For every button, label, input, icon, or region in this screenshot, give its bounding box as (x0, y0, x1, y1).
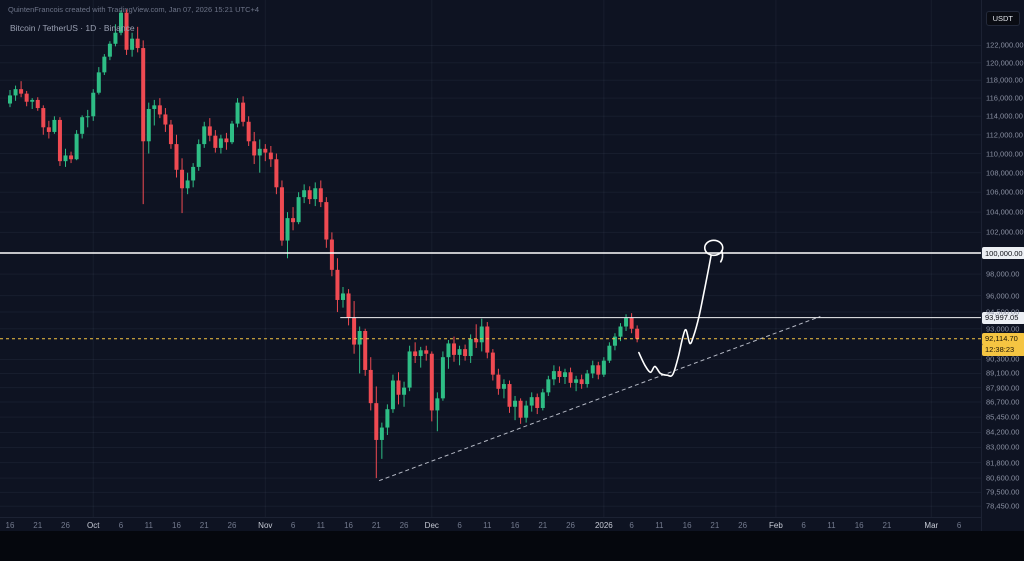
time-tick: 11 (316, 521, 325, 530)
price-tick: 81,800.00 (986, 458, 1020, 468)
time-tick-major: Feb (768, 521, 783, 530)
time-tick: 21 (371, 521, 381, 530)
price-tick: 114,000.00 (986, 111, 1023, 121)
price-tick: 108,000.00 (986, 168, 1024, 178)
time-tick: 21 (710, 521, 720, 530)
time-tick: 6 (457, 521, 462, 530)
price-tick: 104,000.00 (986, 207, 1024, 217)
time-tick: 6 (290, 521, 296, 530)
time-tick: 21 (33, 521, 43, 530)
chart-attribution: QuintenFrancois created with TradingView… (8, 5, 260, 14)
time-tick: 21 (882, 521, 892, 530)
time-tick-major: Oct (87, 521, 100, 530)
time-tick: 16 (344, 521, 353, 530)
time-tick: 6 (956, 521, 962, 530)
price-tick: 78,450.00 (986, 501, 1020, 511)
time-tick: 6 (801, 521, 806, 530)
price-tick: 96,000.00 (986, 291, 1020, 301)
price-tick: 94,500.00 (986, 307, 1020, 317)
last-price-label: 92,114.70 (982, 332, 1024, 345)
time-tick: 16 (854, 521, 864, 530)
time-tick: 6 (118, 521, 124, 530)
price-label-93997: 93,997.05 (982, 311, 1024, 324)
time-axis[interactable]: 16 21 26 Oct 6 11 16 21 26 Nov 6 11 16 21 26 Dec 6 11 16 21… (0, 517, 981, 532)
candlestick-chart[interactable] (0, 0, 981, 517)
price-tick: 79,500.00 (986, 487, 1020, 497)
price-tick: 87,900.00 (986, 383, 1020, 393)
chart-area[interactable]: QuintenFrancois created with TradingView… (0, 0, 981, 517)
time-tick: 6 (629, 521, 634, 530)
price-tick: 85,450.00 (986, 412, 1020, 422)
time-tick: 21 (538, 521, 548, 530)
price-tick: 84,200.00 (986, 427, 1020, 437)
time-tick: 11 (827, 521, 836, 530)
time-tick-major: 2026 (594, 521, 613, 530)
time-tick: 16 (510, 521, 520, 530)
price-tick: 106,000.00 (986, 187, 1024, 197)
price-axis[interactable]: 100,000.00 93,997.05 92,114.70 12:38:23 … (981, 0, 1024, 531)
time-tick: 26 (566, 521, 575, 530)
price-tick: 112,000.00 (986, 130, 1023, 140)
time-tick: 26 (738, 521, 748, 530)
time-tick: 26 (227, 521, 237, 530)
price-tick: 122,000.00 (986, 40, 1024, 50)
time-tick: 11 (483, 521, 492, 530)
bar-countdown-label: 12:38:23 (982, 343, 1024, 356)
price-tick: 86,700.00 (986, 397, 1020, 407)
price-tick: 90,300.00 (986, 354, 1020, 364)
price-tick: 110,000.00 (986, 149, 1023, 159)
price-tick: 93,000.00 (986, 324, 1020, 334)
time-tick-major: Dec (424, 521, 439, 530)
symbol-title: Bitcoin / TetherUS · 1D · Binance (10, 23, 135, 33)
price-tick: 118,000.00 (986, 75, 1023, 85)
time-tick-major: Mar (924, 521, 939, 530)
currency-badge[interactable]: USDT (985, 11, 1020, 26)
price-tick: 102,000.00 (986, 227, 1024, 237)
time-tick: 16 (682, 521, 692, 530)
time-tick: 11 (144, 521, 153, 530)
price-tick: 89,100.00 (986, 368, 1020, 378)
price-tick: 120,000.00 (986, 58, 1024, 68)
time-tick: 21 (199, 521, 209, 530)
time-tick: 16 (5, 521, 15, 530)
bottom-bar: TradingView (0, 531, 1024, 561)
price-tick: 98,000.00 (986, 269, 1020, 279)
time-tick: 16 (172, 521, 181, 530)
price-tick: 116,000.00 (986, 93, 1023, 103)
time-tick: 26 (399, 521, 409, 530)
time-tick: 11 (655, 521, 664, 530)
time-tick: 26 (61, 521, 70, 530)
price-tick: 83,000.00 (986, 442, 1020, 452)
price-tick: 80,600.00 (986, 473, 1020, 483)
price-label-100k: 100,000.00 (982, 247, 1024, 259)
time-tick-major: Nov (258, 521, 273, 530)
